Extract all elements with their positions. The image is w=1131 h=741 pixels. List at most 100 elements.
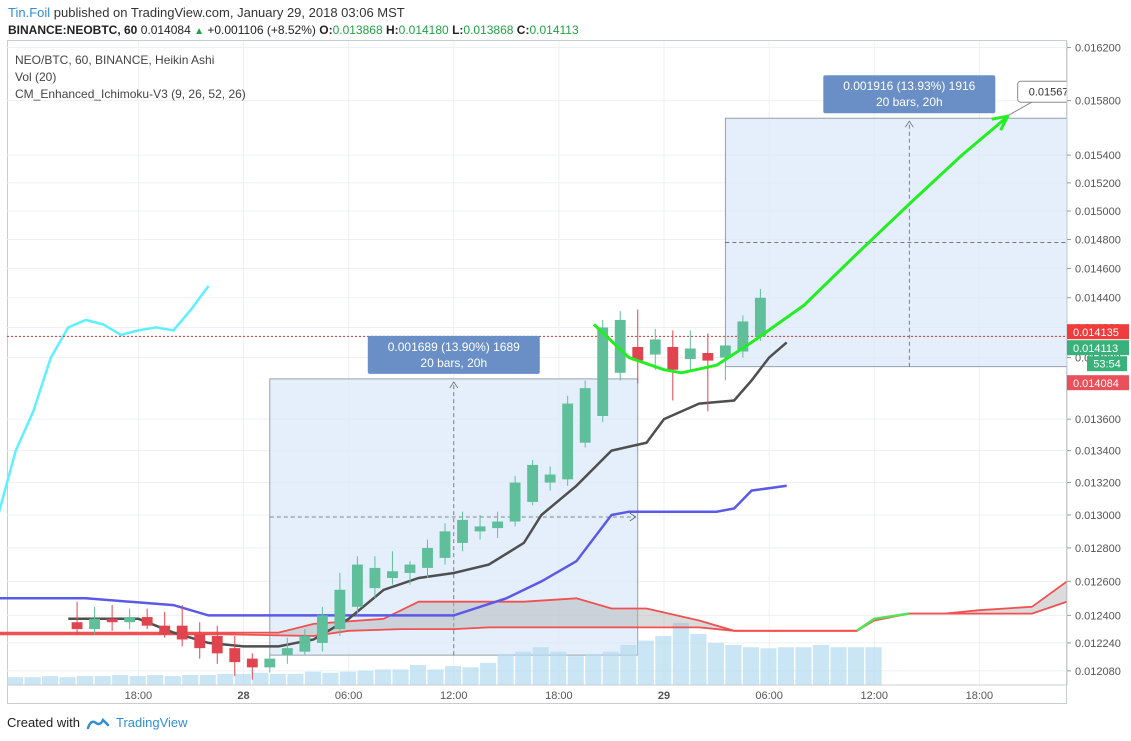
candle-body[interactable] xyxy=(316,615,328,643)
time-tick-label: 18:00 xyxy=(966,690,994,702)
volume-bar xyxy=(217,673,234,685)
price-tick-label: 0.015400 xyxy=(1075,150,1121,162)
candle-body[interactable] xyxy=(299,636,311,652)
ticker-change: +0.001106 (+8.52%) xyxy=(207,23,316,37)
arrow-up-icon xyxy=(449,381,459,389)
volume-bar xyxy=(550,651,567,685)
candle-body[interactable] xyxy=(369,567,381,589)
volume-bar xyxy=(847,647,865,685)
volume-bar xyxy=(637,640,654,685)
price-tag-low: 0.014084 xyxy=(1073,378,1119,390)
candle-body[interactable] xyxy=(351,564,363,607)
volume-bar xyxy=(94,676,111,685)
forecast-curve[interactable] xyxy=(592,117,1007,375)
candle-body[interactable] xyxy=(194,634,206,649)
low-label: L: xyxy=(452,23,464,37)
target-label-pointer xyxy=(1008,101,1032,116)
volume-bar xyxy=(760,648,777,685)
candle-body[interactable] xyxy=(492,521,504,529)
volume-bar xyxy=(287,673,304,685)
candle-body[interactable] xyxy=(544,474,556,483)
price-tick-label: 0.014400 xyxy=(1075,293,1121,305)
volume-bar xyxy=(59,677,76,685)
candle-body[interactable] xyxy=(422,547,433,568)
price-tag-high-box xyxy=(1067,324,1129,340)
price-tick-label: 0.012240 xyxy=(1075,638,1121,650)
candle-body[interactable] xyxy=(71,622,83,630)
time-tick-label: 06:00 xyxy=(755,690,783,702)
author-link[interactable]: Tin.Foil xyxy=(8,5,51,20)
candle-body[interactable] xyxy=(211,636,223,654)
publish-header: Tin.Foil published on TradingView.com, J… xyxy=(8,5,405,20)
legend-symbol: NEO/BTC, 60, BINANCE, Heikin Ashi xyxy=(15,53,215,67)
candle-body[interactable] xyxy=(597,327,609,417)
candle-body[interactable] xyxy=(141,617,153,626)
candle-body[interactable] xyxy=(176,625,188,640)
candle-body[interactable] xyxy=(281,648,293,656)
tenkan-sen-line xyxy=(68,341,788,648)
volume-bar xyxy=(620,645,637,685)
candle-body[interactable] xyxy=(246,658,258,668)
time-tick-label: 12:00 xyxy=(861,690,889,702)
volume-bar xyxy=(182,675,199,685)
volume-bar xyxy=(77,676,94,685)
candle-body[interactable] xyxy=(334,589,346,630)
candle-body[interactable] xyxy=(457,519,468,543)
candle-body[interactable] xyxy=(562,403,574,480)
candle-body[interactable] xyxy=(387,571,398,578)
candle-body[interactable] xyxy=(89,618,101,630)
ticker-price: 0.014084 xyxy=(140,23,191,37)
volume-bar xyxy=(462,667,479,685)
price-tick-label: 0.014800 xyxy=(1075,235,1121,247)
kijun-sen-line xyxy=(0,484,787,617)
candle-body[interactable] xyxy=(614,319,626,373)
time-tick-label: 18:00 xyxy=(545,690,573,702)
volume-bar xyxy=(147,675,164,685)
candle-body[interactable] xyxy=(509,482,521,522)
volume-bar xyxy=(427,669,444,685)
arrow-up-icon xyxy=(904,120,914,128)
candle-body[interactable] xyxy=(264,658,276,668)
candle-body[interactable] xyxy=(754,297,766,337)
candle-body[interactable] xyxy=(737,321,749,352)
candle-body[interactable] xyxy=(159,625,171,635)
volume-bar xyxy=(357,670,374,685)
candle-body[interactable] xyxy=(632,346,644,361)
volume-bar xyxy=(322,672,339,685)
tradingview-link[interactable]: TradingView xyxy=(115,715,188,730)
time-tick-label: 12:00 xyxy=(440,690,468,702)
price-tick-label: 0.015000 xyxy=(1075,206,1121,218)
measure-label-line1: 0.001916 (13.93%) 1916 xyxy=(843,79,975,93)
candle-body[interactable] xyxy=(579,388,591,443)
volume-bar xyxy=(234,673,251,685)
candle-body[interactable] xyxy=(474,526,486,532)
candle-body[interactable] xyxy=(124,617,136,623)
candle-body[interactable] xyxy=(667,346,679,370)
volume-bar xyxy=(497,653,514,685)
measure-label-box[interactable] xyxy=(367,335,540,374)
time-tick-label: 06:00 xyxy=(335,690,363,702)
price-tick-label: 0.014600 xyxy=(1075,263,1121,275)
candle-body[interactable] xyxy=(702,353,714,361)
price-tick-label: 0.013200 xyxy=(1075,478,1121,490)
price-tag-last: 0.014113 xyxy=(1073,343,1118,355)
candle-body[interactable] xyxy=(106,618,118,623)
volume-bar xyxy=(339,671,357,685)
candle-body[interactable] xyxy=(229,648,241,663)
measure-label-box[interactable] xyxy=(823,75,996,114)
candle-body[interactable] xyxy=(439,531,451,558)
candle-body[interactable] xyxy=(719,345,731,358)
candle-body[interactable] xyxy=(404,564,416,573)
candle-body[interactable] xyxy=(684,348,696,360)
volume-bar xyxy=(252,672,269,685)
time-tick-label: 28 xyxy=(237,690,249,702)
legend-volume: Vol (20) xyxy=(15,70,57,84)
volume-bar xyxy=(374,669,392,685)
price-tick-label: 0.013000 xyxy=(1075,510,1121,522)
price-tick-label: 0.015800 xyxy=(1075,96,1121,108)
candle-body[interactable] xyxy=(649,339,661,355)
candle-body[interactable] xyxy=(527,464,539,502)
cloud-bullish-segment xyxy=(856,612,910,632)
volume-bar xyxy=(777,647,795,685)
